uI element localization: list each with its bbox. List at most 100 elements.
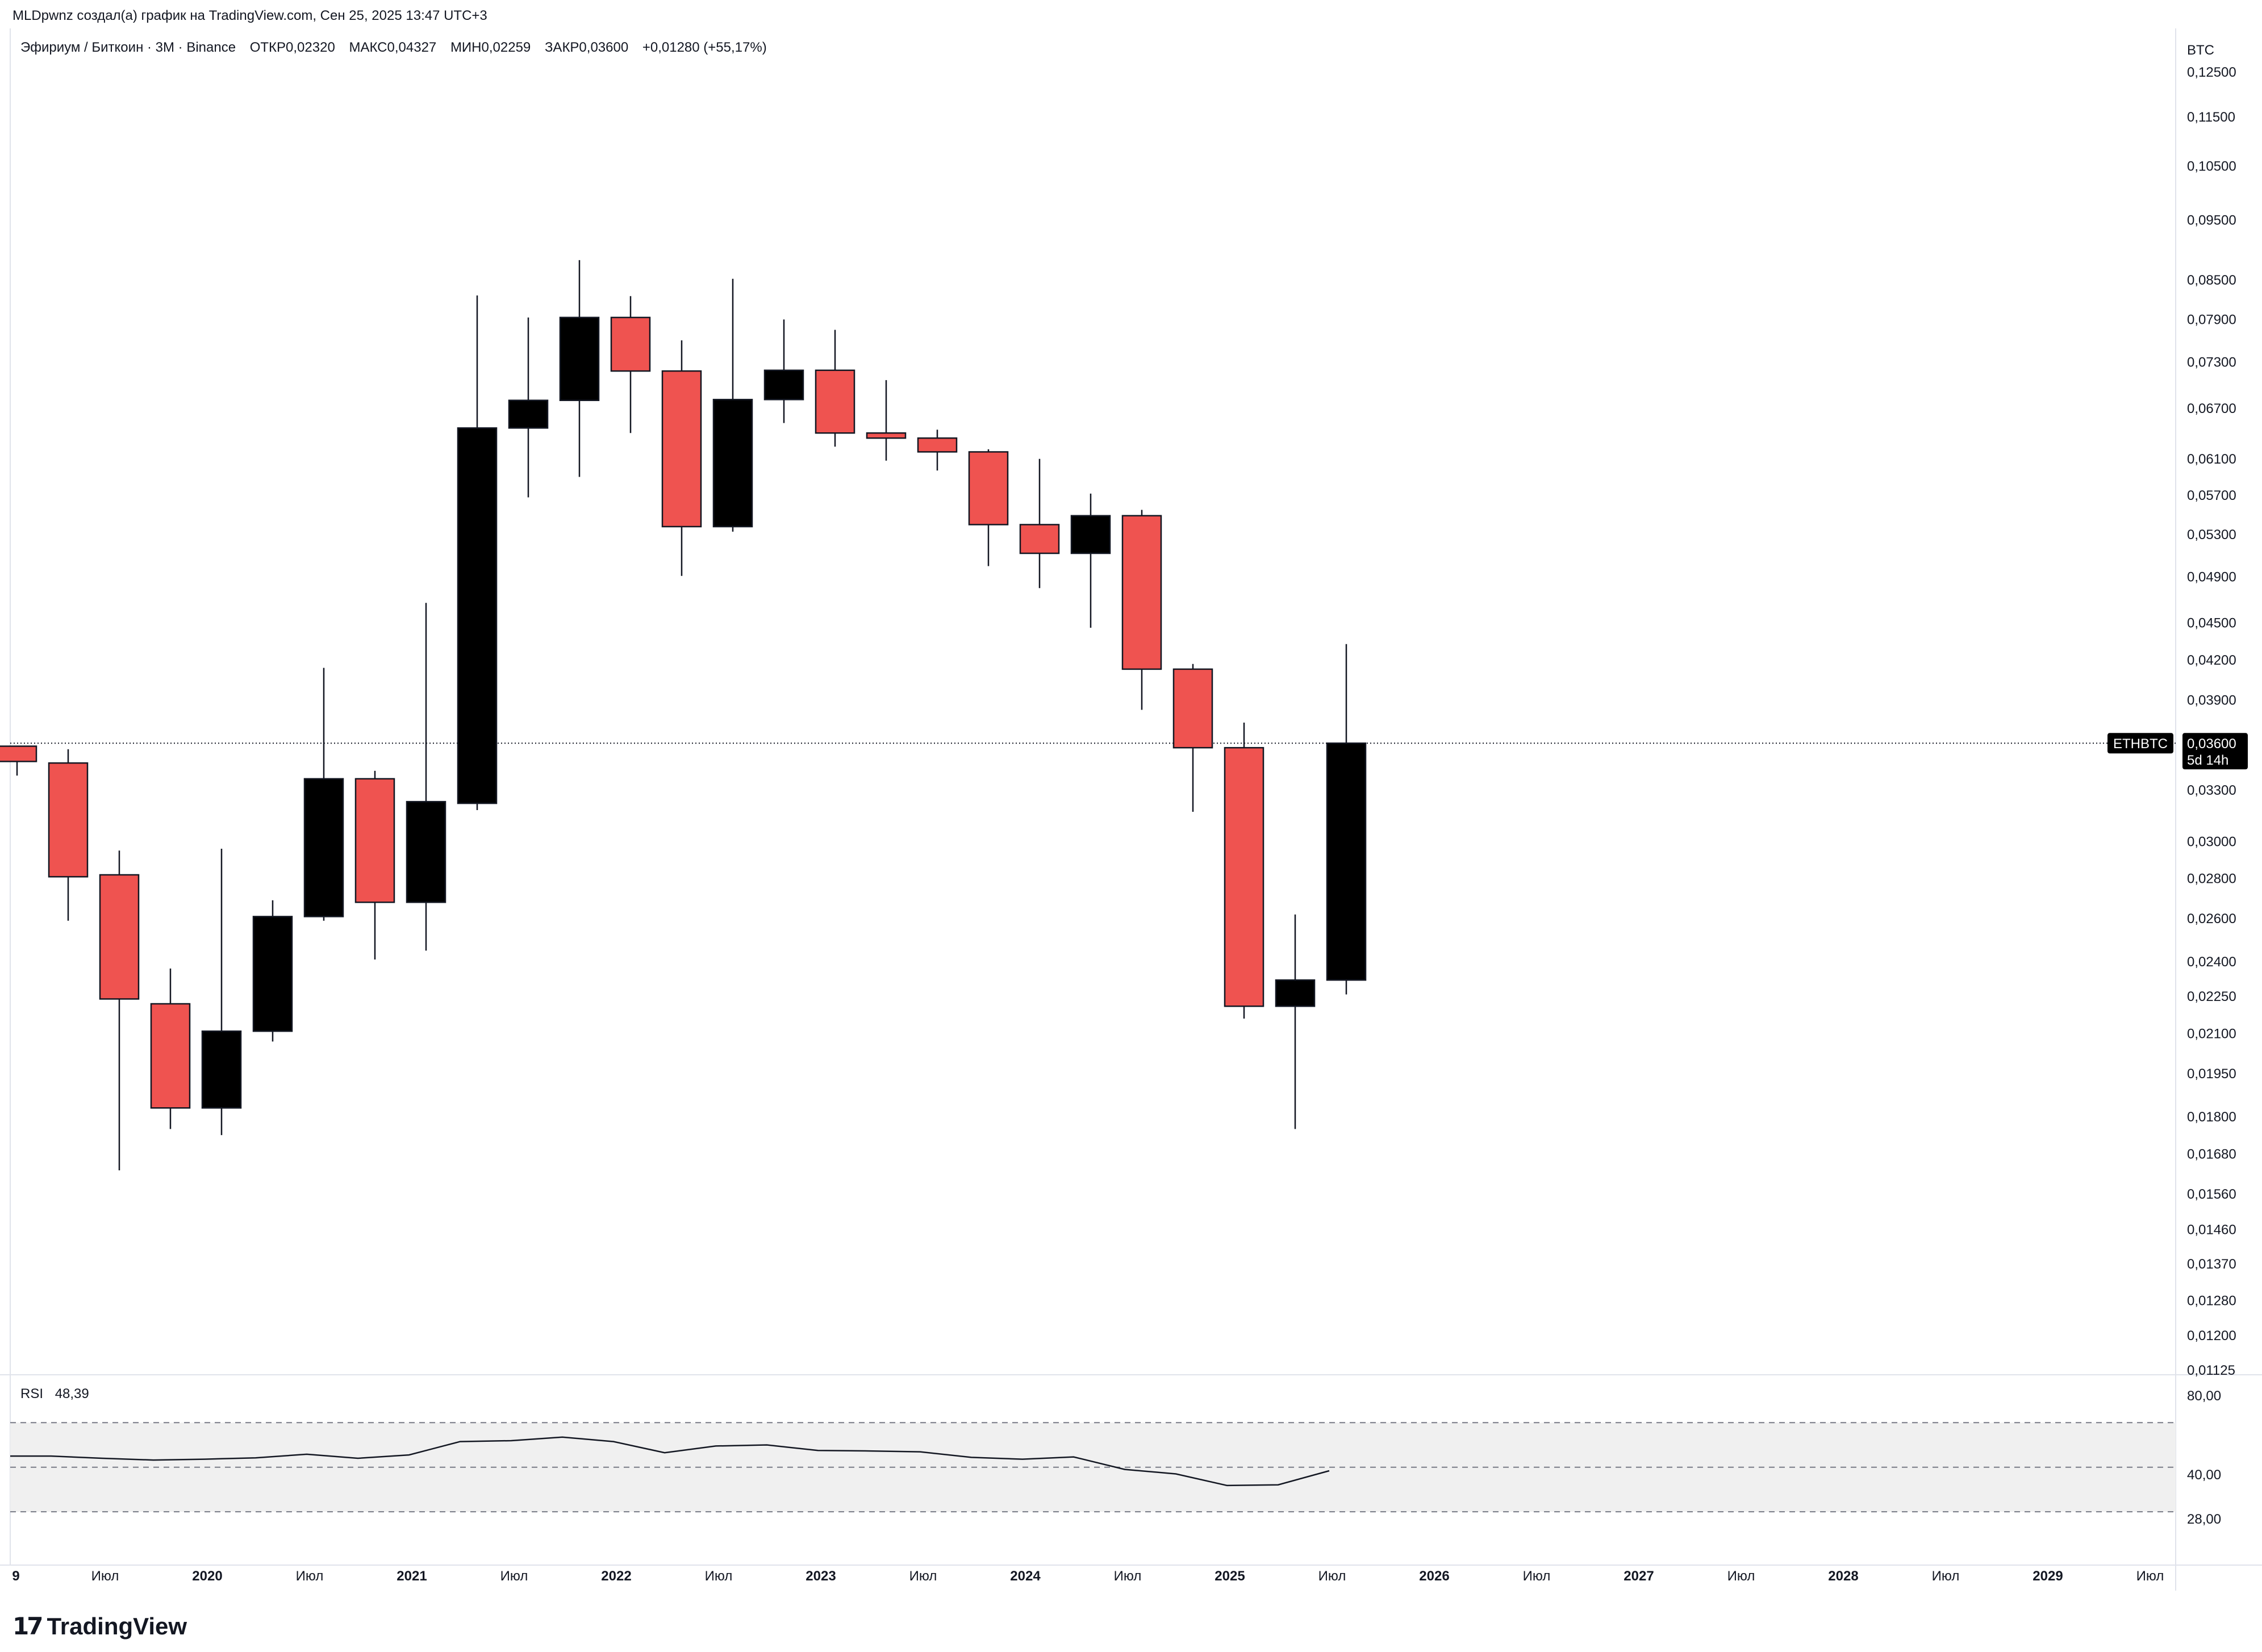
candle-body [763, 369, 804, 401]
candle-body [354, 778, 395, 903]
candle[interactable] [1275, 914, 1316, 1129]
price-tick-label: 0,12500 [2187, 65, 2236, 80]
price-tick-label: 0,03300 [2187, 783, 2236, 798]
price-tick-label: 0,01280 [2187, 1294, 2236, 1309]
candle[interactable] [252, 900, 293, 1042]
price-tick-label: 0,01800 [2187, 1109, 2236, 1125]
rsi-value: 48,39 [55, 1386, 89, 1401]
candle[interactable] [1172, 664, 1213, 812]
time-tick-label: 2024 [1010, 1568, 1041, 1584]
candle-body [968, 451, 1009, 525]
price-tick-label: 0,05300 [2187, 527, 2236, 543]
candle-body [1121, 515, 1162, 670]
time-tick-label: 2022 [601, 1568, 631, 1584]
price-tick-label: 0,02100 [2187, 1027, 2236, 1042]
candle[interactable] [508, 317, 549, 498]
pane-borders [0, 28, 2262, 1591]
candle[interactable] [1224, 723, 1264, 1019]
candle[interactable] [815, 329, 855, 447]
candle[interactable] [406, 603, 446, 951]
candle-body [712, 399, 753, 528]
candle[interactable] [866, 380, 907, 461]
candle[interactable] [968, 449, 1009, 566]
legend-close: ЗАКР0,03600 [544, 40, 629, 55]
price-tick-label: 0,10500 [2187, 158, 2236, 174]
candle[interactable] [1326, 644, 1367, 995]
candle-body [1326, 742, 1367, 981]
time-tick-label: 2029 [2033, 1568, 2063, 1584]
candle[interactable] [1019, 458, 1060, 589]
time-axis[interactable]: 9 Июл 2020 Июл 2021 Июл 2022 Июл 2023 Июл 2024 Июл 2… [12, 1568, 2164, 1584]
candle[interactable] [201, 848, 242, 1136]
tradingview-logo-icon: 17 [12, 1612, 43, 1640]
candle[interactable] [1121, 510, 1162, 710]
price-tick-label: 0,01200 [2187, 1328, 2236, 1344]
time-tick-label: Июл [1318, 1568, 1346, 1584]
candles [0, 260, 2176, 1171]
candle[interactable] [0, 745, 37, 776]
price-axis[interactable]: 0,12500 0,11500 0,10500 0,09500 0,08500 0,079… [2107, 43, 2248, 1378]
candle[interactable] [99, 850, 140, 1171]
candle-body [1019, 524, 1060, 554]
price-tick-label: 0,07300 [2187, 354, 2236, 370]
candle[interactable] [763, 319, 804, 423]
tradingview-logo-text: TradingView [47, 1612, 187, 1640]
rsi-name[interactable]: RSI [20, 1386, 44, 1401]
rsi-tick-label: 28,00 [2187, 1512, 2221, 1527]
time-tick-label: Июл [91, 1568, 119, 1584]
time-tick-label: Июл [909, 1568, 937, 1584]
candle-body [0, 745, 37, 762]
time-tick-label: 2028 [1828, 1568, 1858, 1584]
candle-body [559, 316, 600, 401]
time-tick-label: Июл [2136, 1568, 2164, 1584]
candle-body [917, 437, 958, 453]
candle-body [48, 762, 89, 878]
price-tick-label: 0,02800 [2187, 871, 2236, 887]
legend-low: МИН0,02259 [450, 40, 531, 55]
legend-change: +0,01280 (+55,17%) [642, 40, 767, 55]
candle[interactable] [610, 296, 651, 433]
symbol-badge-label: ETHBTC [2113, 736, 2168, 752]
symbol-title[interactable]: Эфириум / Биткоин · 3М · Binance [20, 40, 236, 55]
rsi-pane: 80,00 40,00 28,00 [10, 1388, 2221, 1527]
rsi-line [10, 1436, 1330, 1487]
symbol-legend: Эфириум / Биткоин · 3М · Binance ОТКР0,0… [20, 40, 777, 56]
candle[interactable] [457, 295, 498, 810]
candle-body [610, 316, 651, 372]
price-tick-label: 0,06100 [2187, 452, 2236, 467]
bar-countdown: 5d 14h [2187, 753, 2228, 768]
time-tick-label: Июл [500, 1568, 528, 1584]
price-tick-label: 0,08500 [2187, 273, 2236, 288]
time-tick-label: 2025 [1215, 1568, 1245, 1584]
time-tick-label: Июл [1523, 1568, 1551, 1584]
time-tick-label: Июл [296, 1568, 324, 1584]
candle[interactable] [48, 749, 89, 921]
candle[interactable] [917, 429, 958, 471]
candle[interactable] [354, 770, 395, 960]
candle-body [303, 778, 344, 917]
time-tick-label: 2023 [806, 1568, 836, 1584]
time-tick-label: 2027 [1624, 1568, 1654, 1584]
time-tick-label: 2026 [1419, 1568, 1449, 1584]
time-tick-label: 9 [12, 1568, 19, 1584]
rsi-tick-label: 40,00 [2187, 1467, 2221, 1483]
candle-body [150, 1003, 191, 1109]
candle[interactable] [303, 668, 344, 921]
price-tick-label: 0,01680 [2187, 1146, 2236, 1162]
legend-high: МАКС0,04327 [349, 40, 437, 55]
candle[interactable] [559, 260, 600, 477]
candle-body [1224, 746, 1264, 1007]
tradingview-logo[interactable]: 17 TradingView [12, 1612, 187, 1640]
candle[interactable] [712, 278, 753, 532]
candle-body [457, 427, 498, 804]
price-tick-label: 0,11500 [2187, 110, 2235, 125]
price-tick-label: 0,07900 [2187, 312, 2236, 327]
time-tick-label: Июл [1727, 1568, 1755, 1584]
candle[interactable] [150, 968, 191, 1129]
candle[interactable] [661, 340, 702, 576]
candle-body [508, 399, 549, 429]
candle[interactable] [1070, 493, 1111, 628]
price-tick-label: 0,02600 [2187, 911, 2236, 927]
price-tick-label: 0,06700 [2187, 401, 2236, 416]
